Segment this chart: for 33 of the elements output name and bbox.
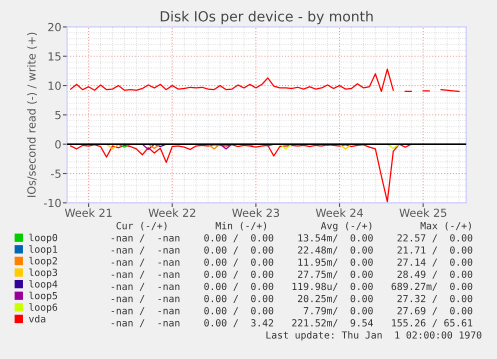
x-tick-label: Week 21 — [64, 208, 112, 217]
legend-label: loop0 — [29, 234, 58, 244]
y-tick-label: 0 — [55, 140, 61, 149]
line-series — [70, 144, 412, 202]
legend-label: loop4 — [29, 280, 58, 290]
y-axis-title: IOs/second read (-) / write (+) — [27, 32, 37, 197]
text: Cur (-/+) Min (-/+) Avg (-/+) Max (-/+) — [116, 222, 471, 232]
text: -nan / -nan 0.00 / 0.00 7.79m/ 0.00 27.69 / 0.00 — [112, 307, 472, 316]
text: -nan / -nan 0.00 / 0.00 27.75m/ 0.00 28.49 / 0.00 — [112, 270, 472, 279]
y-tick-label: 20 — [48, 22, 61, 32]
x-tick-label: Week 24 — [316, 208, 363, 217]
y-tick-label: 5 — [55, 111, 61, 120]
legend-label: loop6 — [29, 303, 58, 313]
legend-label: loop5 — [29, 292, 58, 302]
text: Last update: Thu Jan 1 02:00:00 1970 — [266, 331, 482, 341]
text: -nan / -nan 0.00 / 0.00 119.98u/ 0.00 689.27m/ 0.00 — [112, 282, 472, 291]
legend-label: loop2 — [29, 256, 57, 266]
x-tick-label: Week 22 — [148, 208, 196, 217]
text: -nan / -nan 0.00 / 0.00 22.48m/ 0.00 21.71 / 0.00 — [112, 246, 472, 254]
y-tick-label: -5 — [51, 170, 61, 178]
text: -nan / -nan 0.00 / 0.00 11.95m/ 0.00 27.14 / 0.00 — [112, 258, 472, 267]
text: -nan / -nan 0.00 / 0.00 20.25m/ 0.00 27.32 / 0.00 — [112, 294, 472, 304]
legend-label: loop1 — [29, 245, 58, 255]
x-tick-label: Week 23 — [232, 208, 280, 217]
y-tick-label: 15 — [48, 52, 61, 61]
legend-label: loop3 — [29, 268, 58, 278]
y-tick-label: 10 — [48, 82, 61, 90]
text: -nan / -nan 0.00 / 3.42 221.52m/ 9.54 155.26 / 65.61 — [112, 319, 472, 328]
text: -nan / -nan 0.00 / 0.00 13.54m/ 0.00 22.57 / 0.00 — [112, 234, 472, 242]
y-tick-label: -10 — [44, 198, 61, 208]
legend-label: vda — [28, 314, 46, 322]
x-tick-label: Week 25 — [399, 208, 446, 217]
chart-title: Disk IOs per device - by month — [160, 10, 373, 24]
